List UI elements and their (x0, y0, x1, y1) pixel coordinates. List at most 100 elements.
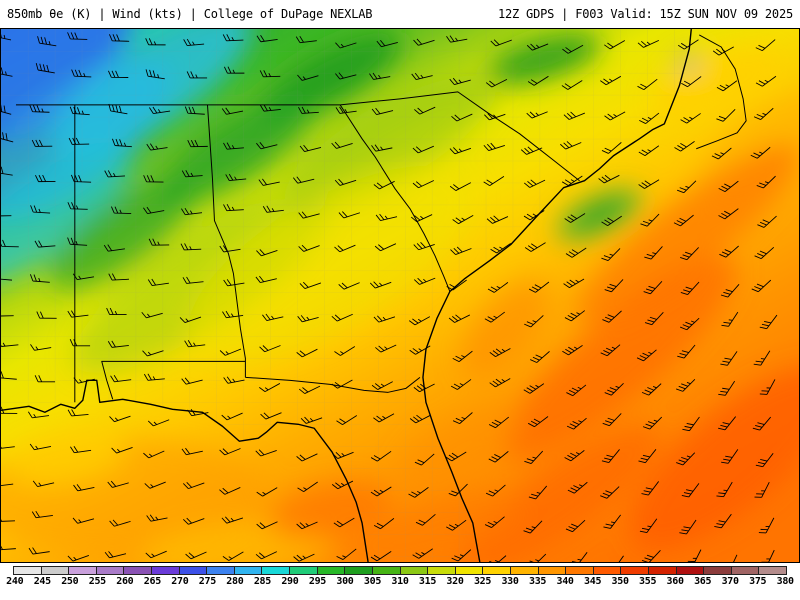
wind-barb (638, 145, 660, 156)
wind-barb (716, 481, 733, 498)
wind-barb (564, 450, 585, 462)
wind-barb (1, 102, 12, 115)
colorbar-cell (234, 567, 263, 574)
colorbar-tick-label: 265 (143, 576, 161, 587)
wind-barb (255, 449, 277, 457)
wind-barb (520, 146, 543, 155)
wind-barb (526, 111, 548, 119)
wind-barb (637, 39, 660, 48)
wind-barb (331, 480, 354, 490)
wind-barb (603, 514, 622, 529)
wind-barb (299, 281, 322, 289)
wind-barb (335, 106, 357, 114)
wind-barb (450, 379, 472, 390)
wind-barb (485, 79, 508, 88)
wind-barb (109, 415, 131, 423)
wind-barb (147, 278, 169, 286)
wind-barb (565, 519, 586, 533)
wind-barb (718, 208, 739, 220)
wind-barb (716, 109, 736, 122)
wind-barb (222, 551, 244, 561)
wind-barb (370, 551, 392, 562)
wind-barb (184, 340, 206, 348)
colorbar-cell (345, 567, 373, 574)
wind-barb (677, 180, 697, 194)
wind-barb (486, 215, 509, 224)
wind-barb (1, 406, 18, 414)
colorbar-tick-label: 380 (776, 576, 794, 587)
wind-barb (36, 311, 57, 319)
colorbar-tick-label: 260 (116, 576, 134, 587)
wind-barb (298, 211, 320, 219)
wind-barb (29, 443, 52, 451)
wind-barb (601, 215, 622, 226)
wind-barb (334, 346, 356, 356)
wind-barb (408, 486, 429, 498)
wind-barb (295, 35, 317, 44)
wind-barb (564, 213, 586, 223)
wind-barb (720, 351, 738, 366)
wind-barb (222, 310, 244, 319)
wind-barb (107, 480, 129, 488)
wind-barb (677, 344, 696, 359)
wind-barb (451, 113, 473, 122)
wind-barb-layer (1, 29, 778, 562)
wind-barb (566, 417, 587, 430)
wind-barb (35, 174, 56, 183)
colorbar-cell (483, 567, 511, 574)
wind-barb (259, 345, 281, 353)
wind-barb (182, 481, 205, 490)
wind-barb (67, 237, 88, 246)
wind-barb (450, 246, 472, 255)
colorbar: 240 245 250 255 260 265 270 275 280 285 290 295 300 3… (0, 563, 800, 600)
colorbar-tick-label: 345 (584, 576, 602, 587)
wind-barb (334, 178, 357, 186)
colorbar-cell (372, 567, 401, 574)
wind-barb (69, 339, 91, 347)
wind-barb (297, 481, 318, 492)
wind-barb (719, 245, 739, 258)
wind-barb (1, 165, 13, 176)
colorbar-tick-label: 285 (253, 576, 271, 587)
wind-barb (489, 348, 511, 358)
wind-barb (639, 112, 660, 124)
wind-barb (484, 516, 505, 528)
wind-barb (256, 35, 278, 43)
wind-barb (256, 142, 278, 150)
colorbar-tick-label: 375 (749, 576, 767, 587)
wind-barb (639, 518, 658, 533)
wind-barb (375, 213, 398, 221)
colorbar-cell (455, 567, 484, 574)
wind-barb (759, 549, 775, 562)
wind-barb (148, 238, 170, 246)
wind-barb (682, 416, 700, 432)
wind-barb (686, 549, 702, 562)
wind-barb (141, 311, 163, 319)
wind-barb (181, 447, 203, 456)
wind-barb (524, 315, 544, 328)
colorbar-tick-label: 325 (473, 576, 492, 587)
wind-barb (373, 518, 395, 530)
colorbar-cell (152, 567, 180, 574)
wind-barb (600, 344, 621, 357)
wind-barb (108, 103, 128, 115)
wind-barb (262, 313, 284, 321)
wind-barb (530, 351, 550, 363)
wind-barb (487, 282, 509, 293)
wind-barb (413, 241, 435, 251)
wind-barb (601, 142, 622, 154)
wind-barb (523, 179, 546, 188)
wind-barb (181, 170, 203, 178)
wind-barb (488, 451, 509, 463)
wind-barb (638, 179, 660, 189)
wind-barb (754, 481, 770, 498)
wind-barb (106, 307, 127, 316)
wind-barb (562, 44, 584, 54)
wind-barb (601, 248, 621, 261)
colorbar-tick-label: 310 (391, 576, 409, 587)
colorbar-tick-label: 280 (226, 576, 244, 587)
state-borders (15, 91, 580, 403)
wind-barb (412, 180, 435, 189)
wind-barb (449, 147, 472, 155)
